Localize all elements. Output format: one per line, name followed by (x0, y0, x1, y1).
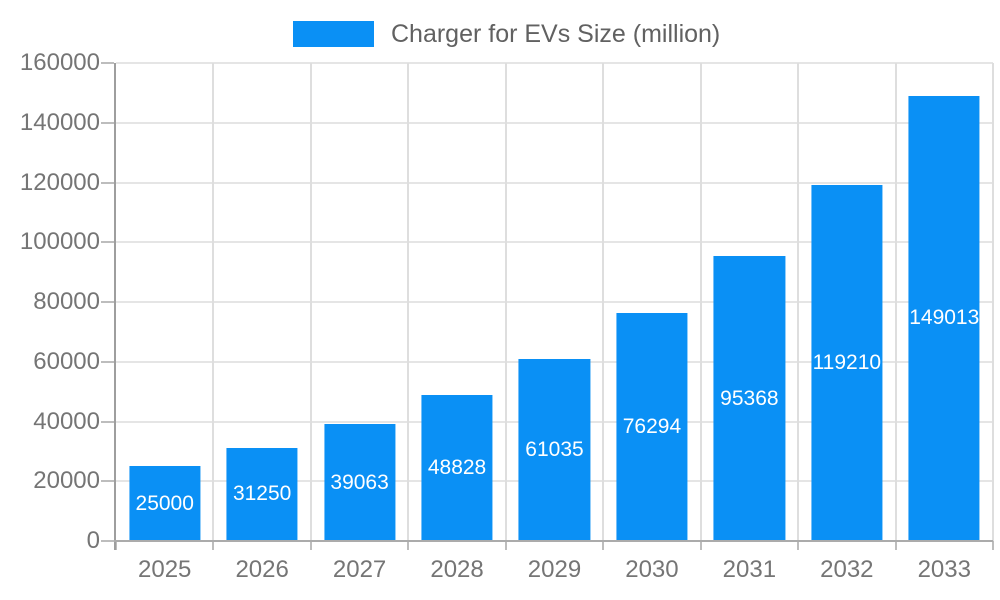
x-tick-mark (894, 541, 897, 550)
bar-value-label: 31250 (232, 482, 292, 506)
y-axis-tick-label: 40000 (33, 407, 100, 435)
x-tick-mark (309, 541, 312, 550)
bar-slot-2028: 48828 (408, 63, 505, 541)
gridline-vertical (504, 63, 507, 541)
x-axis-tick-label: 2029 (527, 556, 582, 583)
y-axis-labels: 0 20000 40000 60000 80000 100000 120000 140000 1… (0, 49, 100, 554)
y-axis-tick-label: 100000 (19, 228, 100, 256)
y-axis-tick-label: 140000 (19, 108, 100, 136)
bar-value-label: 76294 (622, 415, 682, 439)
x-axis-tick-label: 2026 (235, 556, 289, 583)
bar-slot-2031: 95368 (701, 63, 798, 541)
y-axis-tick-label: 160000 (19, 49, 100, 76)
bar-slot-2026: 31250 (213, 63, 310, 541)
gridline-horizontal (116, 121, 993, 124)
gridline-vertical (407, 63, 410, 541)
bar-2032: 119210 (811, 184, 883, 541)
bar-slot-2032: 119210 (798, 63, 895, 541)
bar-value-label: 149013 (909, 306, 980, 330)
x-tick-mark (407, 541, 410, 550)
bar-2033: 149013 (908, 95, 980, 541)
bar-value-label: 61035 (525, 437, 584, 461)
x-axis-tick-label: 2033 (917, 556, 971, 583)
bar-value-label: 25000 (135, 491, 194, 515)
gridline-horizontal (116, 301, 993, 303)
y-tick-mark (101, 540, 114, 542)
gridline-vertical (212, 63, 215, 541)
y-tick-mark (101, 62, 114, 64)
x-tick-mark (797, 541, 800, 550)
y-axis-tick-label: 80000 (33, 288, 100, 315)
y-tick-mark (101, 420, 114, 423)
x-tick-mark (602, 541, 605, 550)
x-axis-tick-label: 2031 (722, 556, 777, 583)
bar-value-label: 95368 (720, 386, 779, 410)
y-tick-mark (101, 181, 114, 184)
gridline-vertical (699, 63, 702, 541)
x-tick-mark (212, 541, 215, 550)
y-axis-tick-label: 0 (86, 527, 100, 554)
bar-2030: 76294 (616, 313, 688, 541)
chart-title: Charger for EVs Size (million) (391, 19, 721, 48)
legend: Charger for EVs Size (million) (293, 19, 721, 48)
gridline-vertical (894, 63, 897, 541)
bar-slot-2030: 76294 (603, 63, 700, 541)
gridline-vertical (797, 63, 800, 541)
y-tick-mark (101, 360, 114, 363)
bar-slot-2029: 61035 (506, 63, 603, 541)
x-axis-tick-label: 2027 (332, 556, 387, 583)
bar-2031: 95368 (713, 256, 785, 541)
gridline-vertical (602, 63, 605, 541)
x-axis-tick-label: 2025 (138, 556, 192, 583)
bar-slot-2027: 39063 (311, 63, 408, 541)
x-tick-mark (992, 541, 994, 550)
y-axis-line (114, 63, 116, 550)
y-axis-tick-label: 20000 (33, 467, 100, 495)
y-tick-mark (101, 480, 114, 483)
gridline-vertical (992, 63, 994, 541)
bar-value-label: 119210 (812, 350, 882, 374)
bar-value-label: 48828 (427, 456, 487, 480)
y-axis-tick-label: 120000 (19, 168, 100, 196)
bar-slot-2033: 149013 (896, 63, 993, 541)
x-axis-labels: 2025 2026 2027 2028 2029 2030 2031 2032 2033 (116, 556, 993, 588)
x-axis-tick-label: 2028 (430, 556, 484, 583)
x-tick-mark (115, 541, 117, 550)
bar-2029: 61035 (518, 358, 591, 541)
bar-2025: 25000 (129, 466, 201, 541)
bar-2027: 39063 (324, 424, 396, 541)
legend-swatch (293, 21, 374, 47)
x-axis-tick-label: 2030 (625, 556, 679, 583)
y-tick-mark (101, 301, 114, 303)
bar-value-label: 39063 (330, 470, 389, 494)
x-axis-line (114, 540, 993, 542)
gridline-vertical (309, 63, 312, 541)
bar-slot-2025: 25000 (116, 63, 213, 541)
gridline-horizontal (116, 181, 993, 184)
x-axis-tick-label: 2032 (820, 556, 874, 583)
x-tick-mark (504, 541, 507, 550)
plot-area: 25000 31250 39063 48828 61035 76294 95368 11921… (101, 62, 994, 550)
y-tick-mark (101, 241, 114, 244)
x-tick-mark (699, 541, 702, 550)
bar-2028: 48828 (421, 395, 493, 541)
gridline-horizontal (116, 62, 993, 64)
y-tick-mark (101, 121, 114, 124)
gridline-horizontal (116, 241, 993, 244)
y-axis-tick-label: 60000 (33, 347, 100, 375)
bar-2026: 31250 (226, 447, 298, 541)
